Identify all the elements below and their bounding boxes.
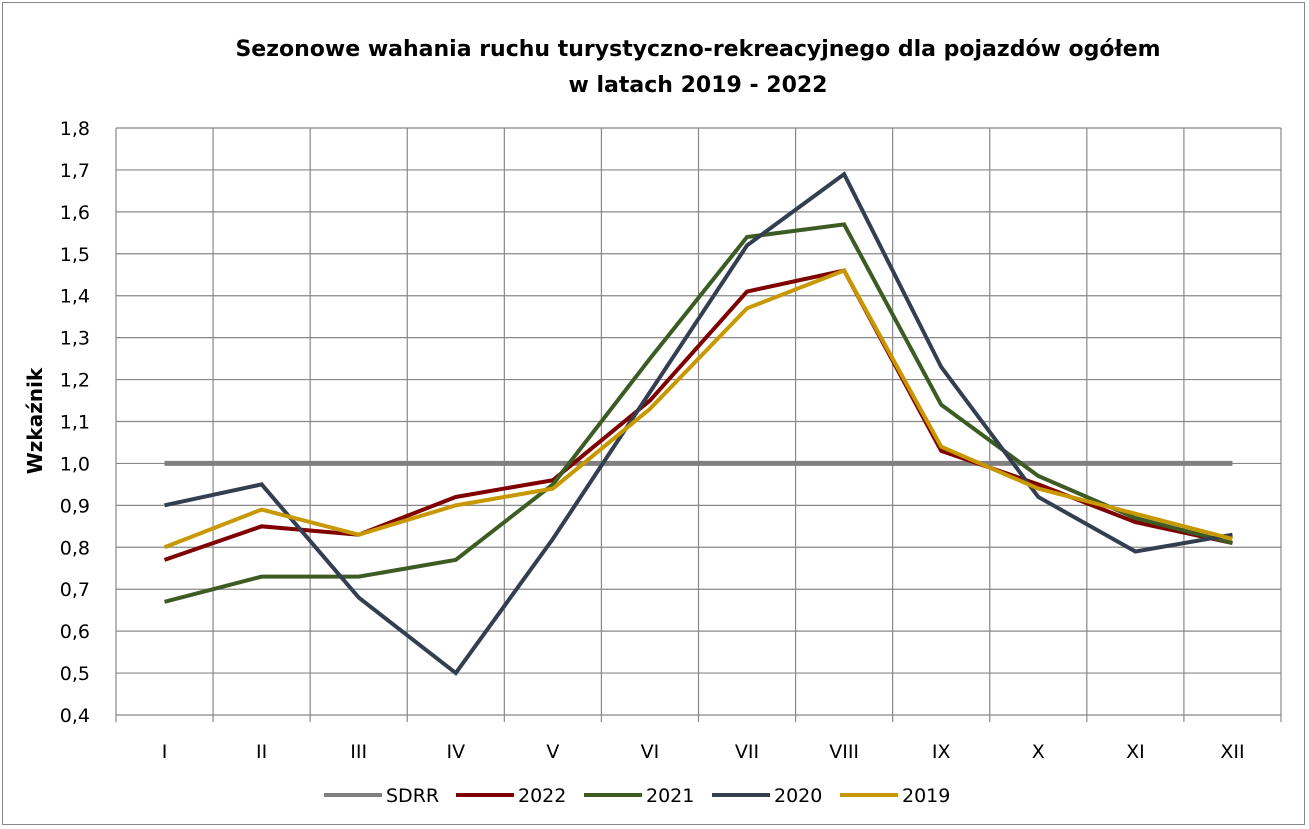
y-tick-label: 1,2 — [60, 370, 90, 392]
chart-title-line: Sezonowe wahania ruchu turystyczno-rekre… — [235, 37, 1160, 62]
y-tick-label: 1,4 — [60, 286, 90, 308]
chart-title-line: w latach 2019 - 2022 — [568, 73, 827, 98]
legend-label: 2020 — [774, 785, 822, 807]
y-tick-label: 0,5 — [60, 663, 90, 685]
x-tick-label: IV — [446, 741, 465, 763]
x-tick-label: I — [162, 741, 168, 763]
x-tick-label: VIII — [829, 741, 859, 763]
y-tick-label: 1,1 — [60, 412, 90, 434]
x-tick-label: IX — [932, 741, 951, 763]
x-tick-label: III — [350, 741, 367, 763]
x-tick-label: II — [256, 741, 267, 763]
x-tick-label: V — [546, 741, 559, 763]
legend-label: 2019 — [902, 785, 950, 807]
legend-label: 2021 — [646, 785, 694, 807]
x-tick-label: XII — [1220, 741, 1244, 763]
x-tick-label: X — [1032, 741, 1045, 763]
y-tick-label: 0,9 — [60, 495, 90, 517]
legend-label: SDRR — [386, 785, 439, 807]
y-tick-label: 0,8 — [60, 537, 90, 559]
y-tick-label: 1,7 — [60, 160, 90, 182]
y-tick-label: 0,6 — [60, 621, 90, 643]
series-line-2020 — [164, 171, 1233, 676]
y-tick-label: 1,8 — [60, 118, 90, 140]
x-tick-label: VI — [641, 741, 660, 763]
y-tick-label: 1,5 — [60, 244, 90, 266]
y-tick-label: 1,3 — [60, 328, 90, 350]
x-tick-label: XI — [1126, 741, 1145, 763]
legend-label: 2022 — [518, 785, 566, 807]
y-tick-label: 0,4 — [60, 705, 90, 727]
y-tick-label: 1,6 — [60, 202, 90, 224]
y-axis-label: Wzkaźnik — [23, 367, 47, 474]
y-tick-label: 0,7 — [60, 579, 90, 601]
x-tick-label: VII — [735, 741, 759, 763]
series-line-2022 — [163, 268, 1233, 562]
series-line-2019 — [163, 268, 1233, 550]
y-tick-label: 1,0 — [60, 453, 90, 475]
